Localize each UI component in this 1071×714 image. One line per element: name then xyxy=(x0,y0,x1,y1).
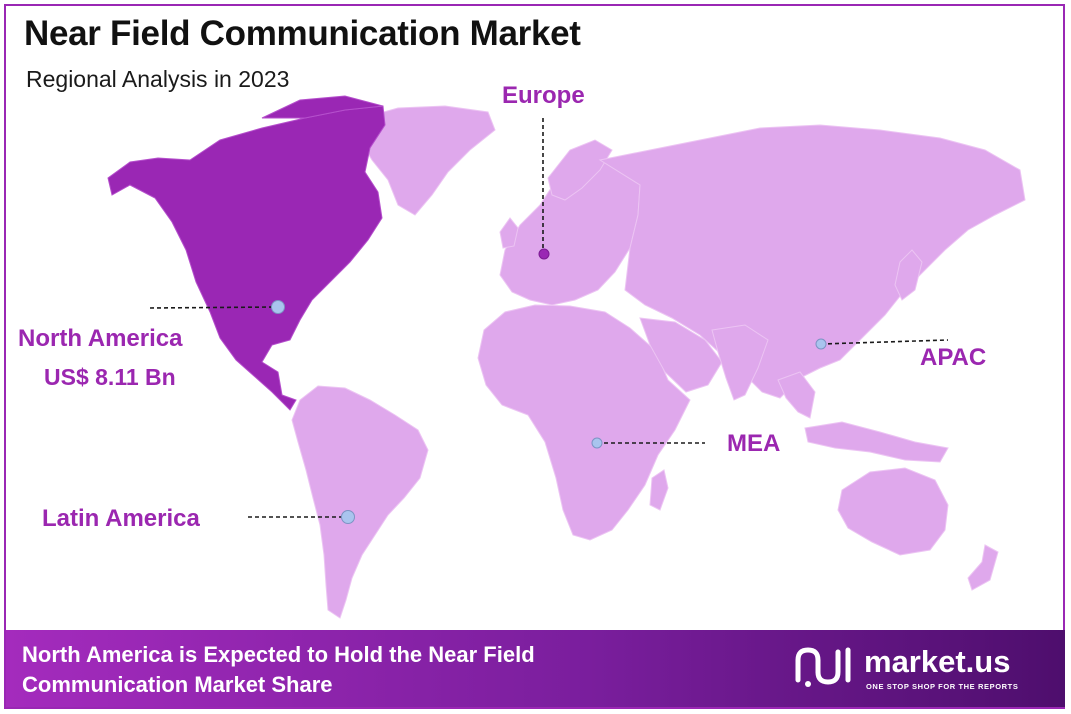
new-zealand-shape xyxy=(967,544,999,591)
mea-label: MEA xyxy=(727,430,781,457)
apac-label: APAC xyxy=(920,344,987,371)
apac-leader xyxy=(820,339,949,345)
page-subtitle: Regional Analysis in 2023 xyxy=(26,66,290,92)
africa-shape xyxy=(477,304,691,541)
canadian-archipelago-shape xyxy=(261,95,384,119)
apac-marker xyxy=(815,338,827,350)
north-america-label: North America xyxy=(18,325,183,352)
brand-name: market.us xyxy=(864,644,1011,679)
madagascar-shape xyxy=(649,469,669,511)
south-america-shape xyxy=(291,385,429,619)
southeast-asia-shape xyxy=(777,371,816,419)
north-america-marker xyxy=(271,300,285,314)
greenland-shape xyxy=(354,105,496,216)
india-shape xyxy=(711,324,769,401)
mea-marker xyxy=(591,437,603,449)
japan-shape xyxy=(894,249,923,301)
indonesia-shape xyxy=(804,421,949,463)
north-america-shape xyxy=(107,105,386,411)
latin-america-marker xyxy=(341,510,355,524)
europe-marker xyxy=(538,248,550,260)
north-america-highlight xyxy=(107,95,386,411)
footer-message: North America is Expected to Hold the Ne… xyxy=(22,640,535,700)
north-america-value: US$ 8.11 Bn xyxy=(44,364,176,390)
asia-shape xyxy=(598,124,1026,399)
arabia-shape xyxy=(639,317,723,393)
footer-line-2: Communication Market Share xyxy=(22,672,333,697)
australia-shape xyxy=(837,467,949,556)
latin-america-label: Latin America xyxy=(42,505,200,532)
callouts xyxy=(149,118,949,518)
europe-label: Europe xyxy=(502,82,585,109)
markers xyxy=(271,248,827,524)
scandinavia-shape xyxy=(547,139,613,201)
uk-shape xyxy=(499,217,519,249)
world-map-land xyxy=(291,105,1026,619)
brand-tagline: ONE STOP SHOP FOR THE REPORTS xyxy=(866,682,1019,691)
footer-banner: North America is Expected to Hold the Ne… xyxy=(6,630,1065,707)
page-title: Near Field Communication Market xyxy=(24,14,581,53)
footer-line-1: North America is Expected to Hold the Ne… xyxy=(22,642,535,667)
north-america-leader xyxy=(149,306,278,309)
market-us-logo-icon xyxy=(795,647,851,687)
